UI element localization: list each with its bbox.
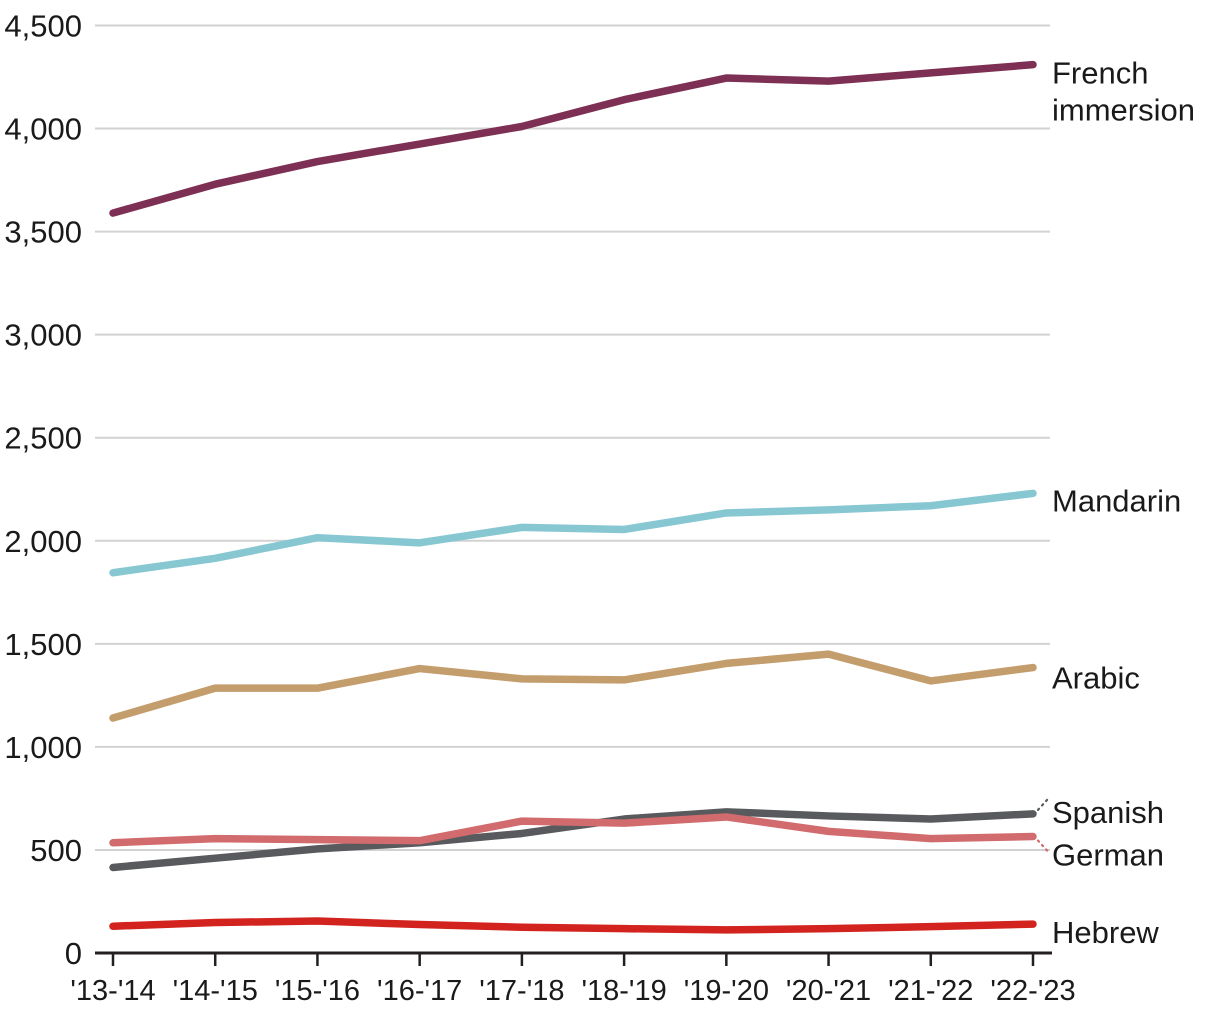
series-label-hebrew: Hebrew	[1052, 915, 1159, 950]
series-label-mandarin: Mandarin	[1052, 483, 1181, 518]
y-axis-label: 2,000	[4, 524, 82, 559]
x-axis-label: '17-'18	[479, 975, 564, 1007]
series-line-mandarin	[109, 489, 1037, 577]
y-axis-label: 3,000	[4, 318, 82, 353]
y-axis-label: 0	[65, 936, 82, 971]
series-label-french-immersion: immersion	[1052, 93, 1195, 128]
y-axis-label: 4,500	[4, 9, 82, 44]
x-axis-label: '20-'21	[786, 975, 871, 1007]
series-line-spanish	[109, 808, 1037, 872]
series-line-arabic	[109, 650, 1037, 722]
y-axis-label: 1,500	[4, 627, 82, 662]
x-axis-label: '15-'16	[275, 975, 360, 1007]
series-line-hebrew	[109, 917, 1037, 934]
x-axis-label: '18-'19	[581, 975, 666, 1007]
series-label-arabic: Arabic	[1052, 661, 1140, 696]
series-label-german: German	[1052, 838, 1164, 873]
y-axis-label: 4,000	[4, 112, 82, 147]
series-line-french-immersion	[109, 60, 1037, 217]
x-axis-label: '22-'23	[990, 975, 1075, 1007]
y-axis-label: 3,500	[4, 215, 82, 250]
y-axis-label: 2,500	[4, 421, 82, 456]
x-axis-label: '13-'14	[70, 975, 155, 1007]
series-label-spanish: Spanish	[1052, 795, 1164, 830]
y-axis-label: 1,000	[4, 730, 82, 765]
x-axis-label: '19-'20	[684, 975, 769, 1007]
series-line-german	[109, 813, 1037, 847]
label-leader-line	[1036, 839, 1050, 853]
y-axis-label: 500	[30, 833, 82, 868]
x-axis-label: '21-'22	[888, 975, 973, 1007]
x-axis-label: '16-'17	[377, 975, 462, 1007]
x-axis-label: '14-'15	[173, 975, 258, 1007]
series-label-french-immersion: French	[1052, 56, 1148, 91]
label-leader-line	[1036, 797, 1050, 811]
